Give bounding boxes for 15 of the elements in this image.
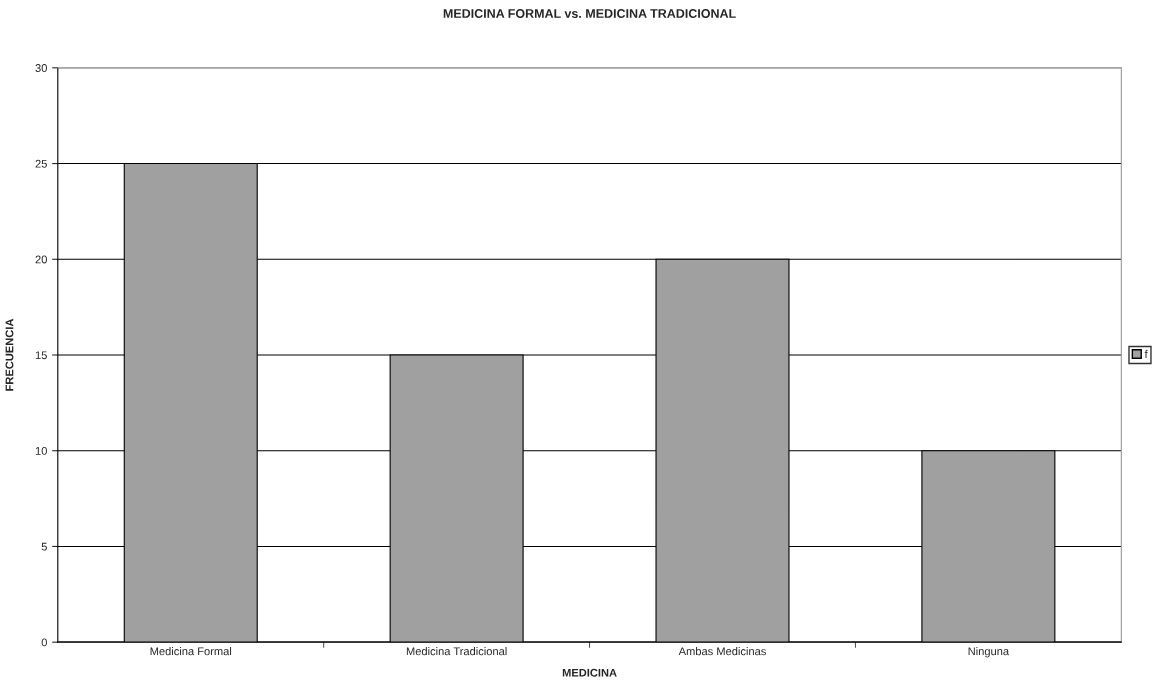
y-tick-label: 20 bbox=[35, 255, 47, 264]
legend-label: f bbox=[1144, 349, 1148, 358]
y-tick-label: 0 bbox=[41, 638, 47, 647]
x-tick-label: Medicina Tradicional bbox=[406, 647, 507, 656]
x-axis-title: MEDICINA bbox=[562, 668, 617, 677]
y-tick-label: 25 bbox=[35, 159, 47, 168]
x-tick-label: Medicina Formal bbox=[150, 647, 232, 656]
x-tick-label: Ninguna bbox=[968, 647, 1010, 658]
y-axis-title: FRECUENCIA bbox=[5, 318, 14, 391]
y-tick-label: 30 bbox=[35, 64, 47, 72]
x-tick-label: Ambas Medicinas bbox=[678, 647, 766, 656]
y-tick-label: 5 bbox=[41, 542, 47, 551]
y-tick-label: 15 bbox=[35, 351, 47, 360]
y-tick-label: 10 bbox=[35, 446, 47, 455]
chart-title: MEDICINA FORMAL vs. MEDICINA TRADICIONAL bbox=[443, 9, 736, 18]
